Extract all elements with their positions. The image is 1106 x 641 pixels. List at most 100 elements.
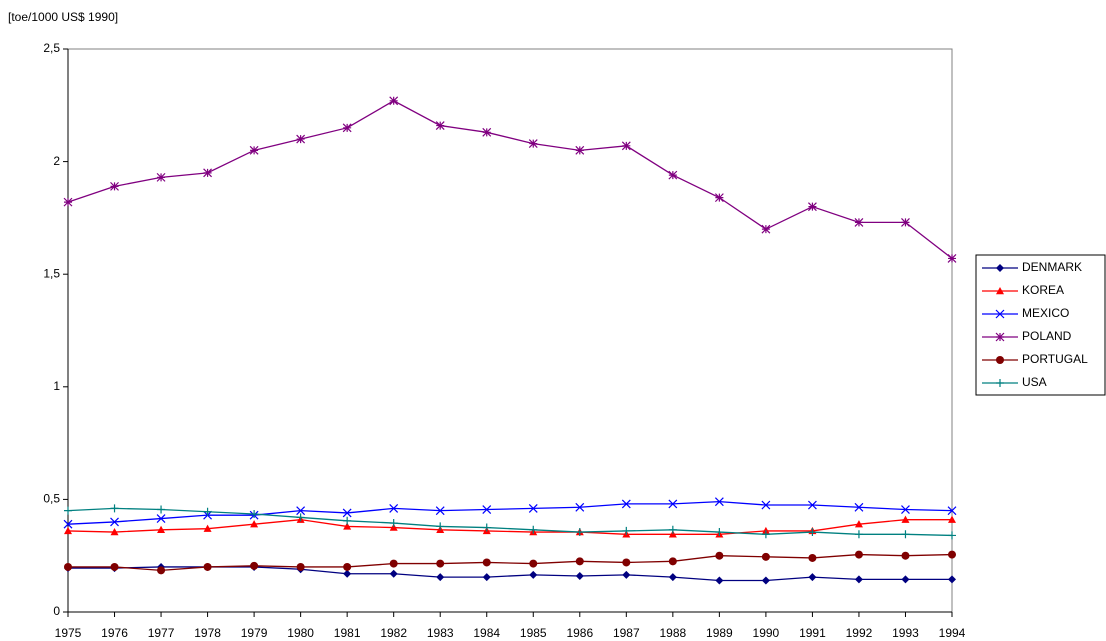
data-point: [296, 506, 306, 516]
y-tick-label: 0,5: [43, 492, 60, 506]
data-point: [901, 575, 910, 584]
data-point: [622, 570, 631, 579]
x-tick-label: 1976: [101, 626, 128, 640]
data-point: [715, 528, 724, 537]
data-point: [714, 193, 724, 203]
data-point: [343, 569, 352, 578]
legend-label: MEXICO: [1022, 306, 1069, 320]
data-point: [203, 524, 212, 532]
data-point: [529, 559, 538, 568]
data-point: [854, 575, 863, 584]
x-tick-label: 1980: [287, 626, 314, 640]
data-point: [575, 528, 584, 537]
data-point: [389, 569, 398, 578]
data-point: [948, 550, 956, 559]
series-line: [68, 566, 952, 582]
y-tick-label: 2,5: [43, 41, 60, 55]
data-point: [761, 576, 770, 585]
data-point: [901, 505, 910, 514]
data-point: [761, 224, 771, 234]
data-point: [389, 523, 398, 531]
data-point: [482, 523, 491, 532]
data-point: [436, 573, 445, 582]
data-point: [156, 172, 166, 182]
data-point: [157, 525, 166, 534]
data-point: [482, 505, 492, 514]
data-point: [250, 510, 259, 519]
data-point: [64, 506, 72, 515]
data-point: [343, 562, 352, 571]
x-tick-label: 1975: [55, 626, 82, 640]
data-point: [203, 507, 212, 516]
data-point: [575, 571, 584, 580]
legend-marker: [995, 332, 1005, 342]
series-line: [67, 501, 953, 525]
x-tick-label: 1994: [939, 626, 966, 640]
x-tick-label: 1978: [194, 626, 221, 640]
y-tick-label: 1,5: [43, 266, 60, 280]
legend-label: KOREA: [1022, 283, 1064, 297]
data-point: [110, 562, 119, 571]
data-point: [948, 531, 956, 540]
data-point: [854, 502, 864, 512]
data-point: [110, 504, 119, 513]
x-tick-label: 1986: [566, 626, 593, 640]
data-point: [854, 520, 863, 528]
data-point: [808, 528, 817, 537]
legend-label: USA: [1022, 375, 1047, 389]
data-point: [761, 500, 771, 510]
x-tick-label: 1988: [659, 626, 686, 640]
x-tick-label: 1982: [380, 626, 407, 640]
data-point: [668, 525, 677, 534]
legend-marker: [996, 356, 1004, 364]
data-point: [714, 497, 724, 507]
series-line: [67, 507, 953, 537]
data-point: [854, 550, 863, 559]
y-tick-label: 1: [53, 379, 60, 393]
data-point: [948, 515, 956, 523]
data-point: [621, 141, 631, 151]
x-tick-label: 1985: [520, 626, 547, 640]
x-tick-label: 1993: [892, 626, 919, 640]
data-point: [668, 573, 677, 582]
data-point: [435, 506, 445, 516]
legend-label: POLAND: [1022, 329, 1072, 343]
data-point: [622, 526, 631, 535]
data-point: [157, 566, 166, 575]
x-tick-label: 1984: [473, 626, 500, 640]
data-point: [296, 513, 305, 522]
data-point: [948, 575, 956, 584]
legend-marker: [995, 309, 1005, 319]
data-point: [389, 519, 398, 528]
data-point: [715, 576, 724, 585]
data-point: [807, 202, 817, 212]
x-tick-label: 1987: [613, 626, 640, 640]
x-tick-label: 1991: [799, 626, 826, 640]
data-point: [482, 573, 491, 582]
data-point: [854, 530, 863, 539]
data-point: [901, 530, 910, 539]
data-point: [761, 530, 770, 539]
data-point: [529, 570, 538, 579]
legend-label: DENMARK: [1022, 260, 1082, 274]
data-point: [436, 559, 445, 568]
data-point: [668, 499, 678, 509]
data-point: [575, 557, 584, 566]
data-point: [901, 217, 910, 227]
data-point: [854, 217, 864, 227]
series-line: [67, 100, 953, 259]
data-point: [575, 145, 585, 155]
data-point: [203, 562, 212, 571]
data-point: [668, 170, 678, 180]
data-point: [947, 254, 957, 263]
x-tick-label: 1989: [706, 626, 733, 640]
data-point: [343, 516, 352, 525]
data-point: [901, 515, 910, 523]
data-point: [482, 127, 492, 137]
data-point: [110, 181, 119, 191]
x-tick-label: 1977: [148, 626, 175, 640]
series-line: [67, 519, 952, 535]
legend-marker: [996, 287, 1004, 295]
data-point: [389, 96, 399, 106]
